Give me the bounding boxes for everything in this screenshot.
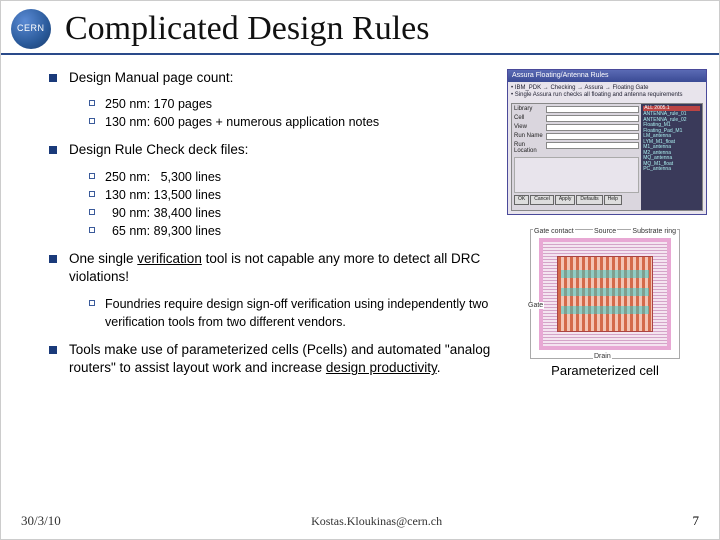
pcell-gate-bar xyxy=(561,270,649,278)
slide-title: Complicated Design Rules xyxy=(65,10,430,48)
sub-bullet-icon xyxy=(89,227,95,233)
slide-header: Complicated Design Rules xyxy=(1,1,719,55)
sub-list: 250 nm: 5,300 lines 130 nm: 13,500 lines… xyxy=(89,168,499,241)
pcell-caption: Parameterized cell xyxy=(507,363,703,378)
screenshot-form: Library Cell View Run Name Run Location … xyxy=(512,104,641,210)
slide-footer: 30/3/10 Kostas.Kloukinas@cern.ch 7 xyxy=(1,513,719,529)
section-text: Design Rule Check deck files: xyxy=(69,141,248,159)
screenshot-rule-list: ALL 2005.1 ANTENNA_rule_01 ANTENNA_rule_… xyxy=(641,104,702,210)
bullet-icon xyxy=(49,255,57,263)
sub-bullet-icon xyxy=(89,209,95,215)
bullet-icon xyxy=(49,146,57,154)
left-column: Design Manual page count: 250 nm: 170 pa… xyxy=(49,69,499,385)
screenshot-bullet: Single Assura run checks all floating an… xyxy=(511,92,703,99)
list-item: 250 nm: 170 pages xyxy=(89,95,499,113)
sub-bullet-icon xyxy=(89,173,95,179)
list-item: 130 nm: 13,500 lines xyxy=(89,186,499,204)
cern-logo-icon xyxy=(11,9,51,49)
screenshot-button-row: OK Cancel Apply Defaults Help xyxy=(514,195,639,205)
screenshot-body: IBM_PDK → Checking → Assura → Floating G… xyxy=(508,82,706,214)
footer-page-number: 7 xyxy=(692,513,699,529)
screenshot-panel: Library Cell View Run Name Run Location … xyxy=(511,103,703,211)
pcell-gate-bar xyxy=(561,306,649,314)
sub-bullet-icon xyxy=(89,100,95,106)
section-text: One single verification tool is not capa… xyxy=(69,250,499,286)
pcell-label: Drain xyxy=(593,353,612,360)
section-manual-count: Design Manual page count: xyxy=(49,69,499,87)
sub-bullet-icon xyxy=(89,191,95,197)
section-drc-files: Design Rule Check deck files: xyxy=(49,141,499,159)
section-text: Design Manual page count: xyxy=(69,69,233,87)
footer-date: 30/3/10 xyxy=(21,513,61,529)
pcell-label: Source xyxy=(593,228,617,235)
right-column: Assura Floating/Antenna Rules IBM_PDK → … xyxy=(499,69,703,385)
pcell-label: Substrate ring xyxy=(631,228,677,235)
sub-bullet-icon xyxy=(89,118,95,124)
pcell-label: Gate xyxy=(527,302,544,309)
list-item: 90 nm: 38,400 lines xyxy=(89,204,499,222)
section-verification: One single verification tool is not capa… xyxy=(49,250,499,286)
section-text: Tools make use of parameterized cells (P… xyxy=(69,341,499,377)
list-item: 250 nm: 5,300 lines xyxy=(89,168,499,186)
bullet-icon xyxy=(49,74,57,82)
slide-content: Design Manual page count: 250 nm: 170 pa… xyxy=(1,55,719,385)
pcell-gate-bar xyxy=(561,288,649,296)
bullet-icon xyxy=(49,346,57,354)
pcell-diagram: Gate contact Source Substrate ring Gate … xyxy=(530,229,680,359)
sub-bullet-icon xyxy=(89,300,95,306)
assura-screenshot: Assura Floating/Antenna Rules IBM_PDK → … xyxy=(507,69,707,215)
list-item: 65 nm: 89,300 lines xyxy=(89,222,499,240)
footer-email: Kostas.Kloukinas@cern.ch xyxy=(311,514,442,529)
sub-list: 250 nm: 170 pages 130 nm: 600 pages + nu… xyxy=(89,95,499,131)
screenshot-bullet: IBM_PDK → Checking → Assura → Floating G… xyxy=(511,85,703,92)
screenshot-title: Assura Floating/Antenna Rules xyxy=(508,70,706,82)
pcell-label: Gate contact xyxy=(533,228,575,235)
sub-list: Foundries require design sign-off verifi… xyxy=(89,295,499,331)
list-item: Foundries require design sign-off verifi… xyxy=(89,295,499,331)
section-pcells: Tools make use of parameterized cells (P… xyxy=(49,341,499,377)
list-item: 130 nm: 600 pages + numerous application… xyxy=(89,113,499,131)
